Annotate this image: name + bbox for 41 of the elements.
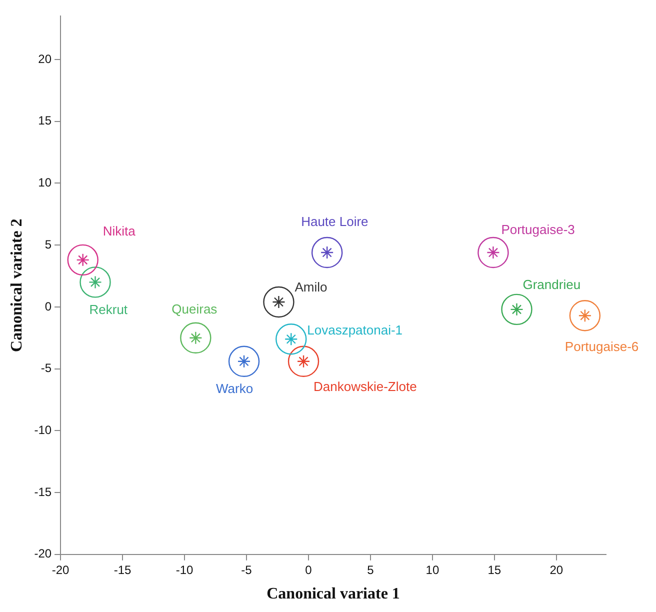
x-tick-label: 10 [426, 562, 440, 577]
y-tick-label: 5 [44, 237, 52, 252]
series-label: Haute Loire [301, 214, 368, 230]
series-label: Lovaszpatonai-1 [307, 322, 403, 338]
series-label: Dankowskie-Zlote [314, 378, 417, 394]
point [276, 324, 307, 355]
point [80, 266, 111, 298]
x-axis-title: Canonical variate 1 [266, 586, 400, 603]
series-label: Portugaise-6 [564, 339, 639, 354]
x-tick-label: 0 [305, 562, 312, 577]
series-label: Nikita [102, 224, 136, 239]
point [180, 322, 212, 354]
series-label: Warko [216, 380, 254, 396]
series-label: Amilo [294, 280, 328, 295]
y-tick-label: 15 [38, 114, 52, 128]
point [67, 244, 98, 276]
series-label: Grandrieu [522, 277, 581, 292]
y-tick-label: 10 [38, 176, 52, 190]
y-axis-title: Canonical variate 2 [8, 218, 26, 352]
x-tick-label: -10 [176, 562, 194, 577]
series-label: Queiras [172, 301, 218, 316]
point [263, 286, 294, 318]
x-tick-label: 5 [367, 562, 374, 577]
x-tick-label: 15 [488, 562, 502, 577]
point [478, 236, 509, 268]
series-label: Rekrut [89, 302, 128, 317]
y-tick-label: -20 [34, 546, 52, 561]
y-tick-label: -15 [34, 484, 52, 499]
series-label: Portugaise-3 [501, 222, 575, 238]
y-tick-label: 0 [44, 299, 52, 314]
x-tick-label: 20 [550, 562, 564, 577]
y-tick-label: -10 [34, 422, 52, 437]
y-tick-label: -5 [40, 361, 52, 376]
point [569, 300, 601, 332]
y-tick-label: 20 [38, 52, 52, 66]
x-tick-label: -15 [114, 562, 132, 577]
point [288, 346, 320, 377]
x-tick-label: -5 [241, 562, 252, 577]
point [311, 236, 343, 268]
point [501, 294, 532, 326]
point [228, 346, 260, 377]
